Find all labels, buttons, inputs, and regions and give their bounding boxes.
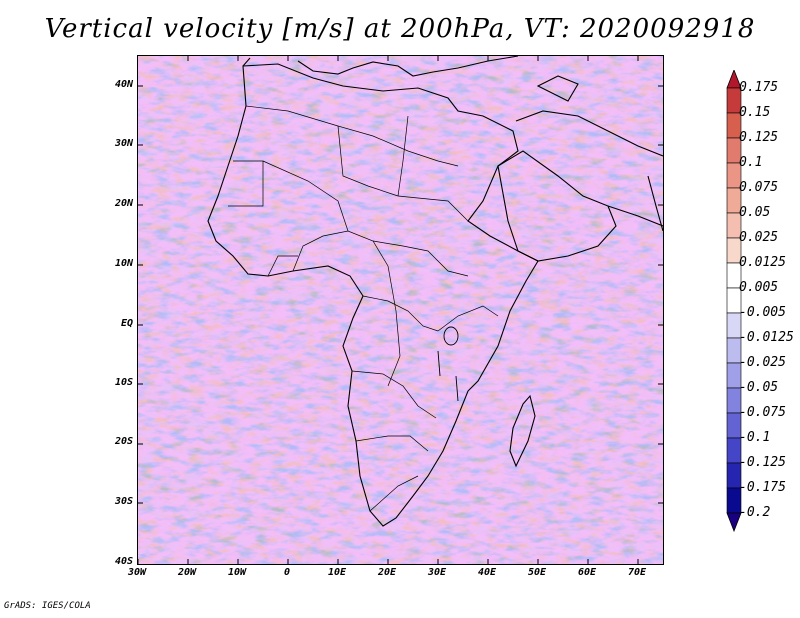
lat-label-40s: 40S	[114, 556, 133, 567]
lon-label-20e: 20E	[377, 567, 397, 578]
colorbar-label: -0.175	[739, 480, 786, 495]
lon-label-30e: 30E	[427, 567, 447, 578]
lat-label-20n: 20N	[114, 198, 133, 209]
lon-label-70e: 70E	[627, 567, 647, 578]
colorbar-label: 0.025	[739, 230, 779, 245]
colorbar-label: -0.2	[739, 505, 771, 520]
colorbar-label: 0.005	[739, 280, 779, 295]
lat-label-10n: 10N	[114, 258, 133, 269]
vertical-velocity-field	[138, 56, 663, 564]
lat-label-eq: EQ	[120, 318, 133, 329]
colorbar-min-arrow	[726, 512, 742, 533]
lat-label-30s: 30S	[114, 496, 133, 507]
lon-label-10e: 10E	[327, 567, 347, 578]
lat-label-30n: 30N	[114, 138, 133, 149]
plot-title: Vertical velocity [m/s] at 200hPa, VT: 2…	[44, 14, 756, 44]
colorbar-label: -0.1	[739, 430, 771, 445]
lakes	[437, 326, 459, 402]
colorbar-label: -0.0125	[739, 330, 794, 345]
colorbar-label: -0.125	[739, 455, 786, 470]
lon-label-10w: 10W	[227, 567, 247, 578]
colorbar-label: 0.05	[739, 205, 771, 220]
country-borders	[228, 105, 499, 512]
lon-label-60e: 60E	[577, 567, 597, 578]
colorbar-label: 0.0125	[739, 255, 786, 270]
colorbar-label: 0.1	[739, 155, 763, 170]
colorbar-label: 0.15	[739, 105, 771, 120]
coastline	[207, 56, 663, 527]
colorbar-label: 0.175	[739, 80, 779, 95]
colorbar-label: -0.005	[739, 305, 786, 320]
colorbar-label: -0.025	[739, 355, 786, 370]
map-panel	[137, 55, 664, 565]
lat-label-10s: 10S	[114, 377, 133, 388]
lon-label-40e: 40E	[477, 567, 497, 578]
footer-credit: GrADS: IGES/COLA	[4, 601, 91, 611]
colorbar-label: -0.075	[739, 405, 786, 420]
colorbar	[726, 70, 742, 533]
lat-label-40n: 40N	[114, 79, 133, 90]
lon-label-0: 0	[283, 567, 291, 578]
colorbar-label: -0.05	[739, 380, 779, 395]
lon-label-50e: 50E	[527, 567, 547, 578]
grid-ticks	[138, 56, 663, 564]
colorbar-label: 0.075	[739, 180, 779, 195]
lat-label-20s: 20S	[114, 436, 133, 447]
lon-label-30w: 30W	[127, 567, 147, 578]
colorbar-label: 0.125	[739, 130, 779, 145]
lon-label-20w: 20W	[177, 567, 197, 578]
